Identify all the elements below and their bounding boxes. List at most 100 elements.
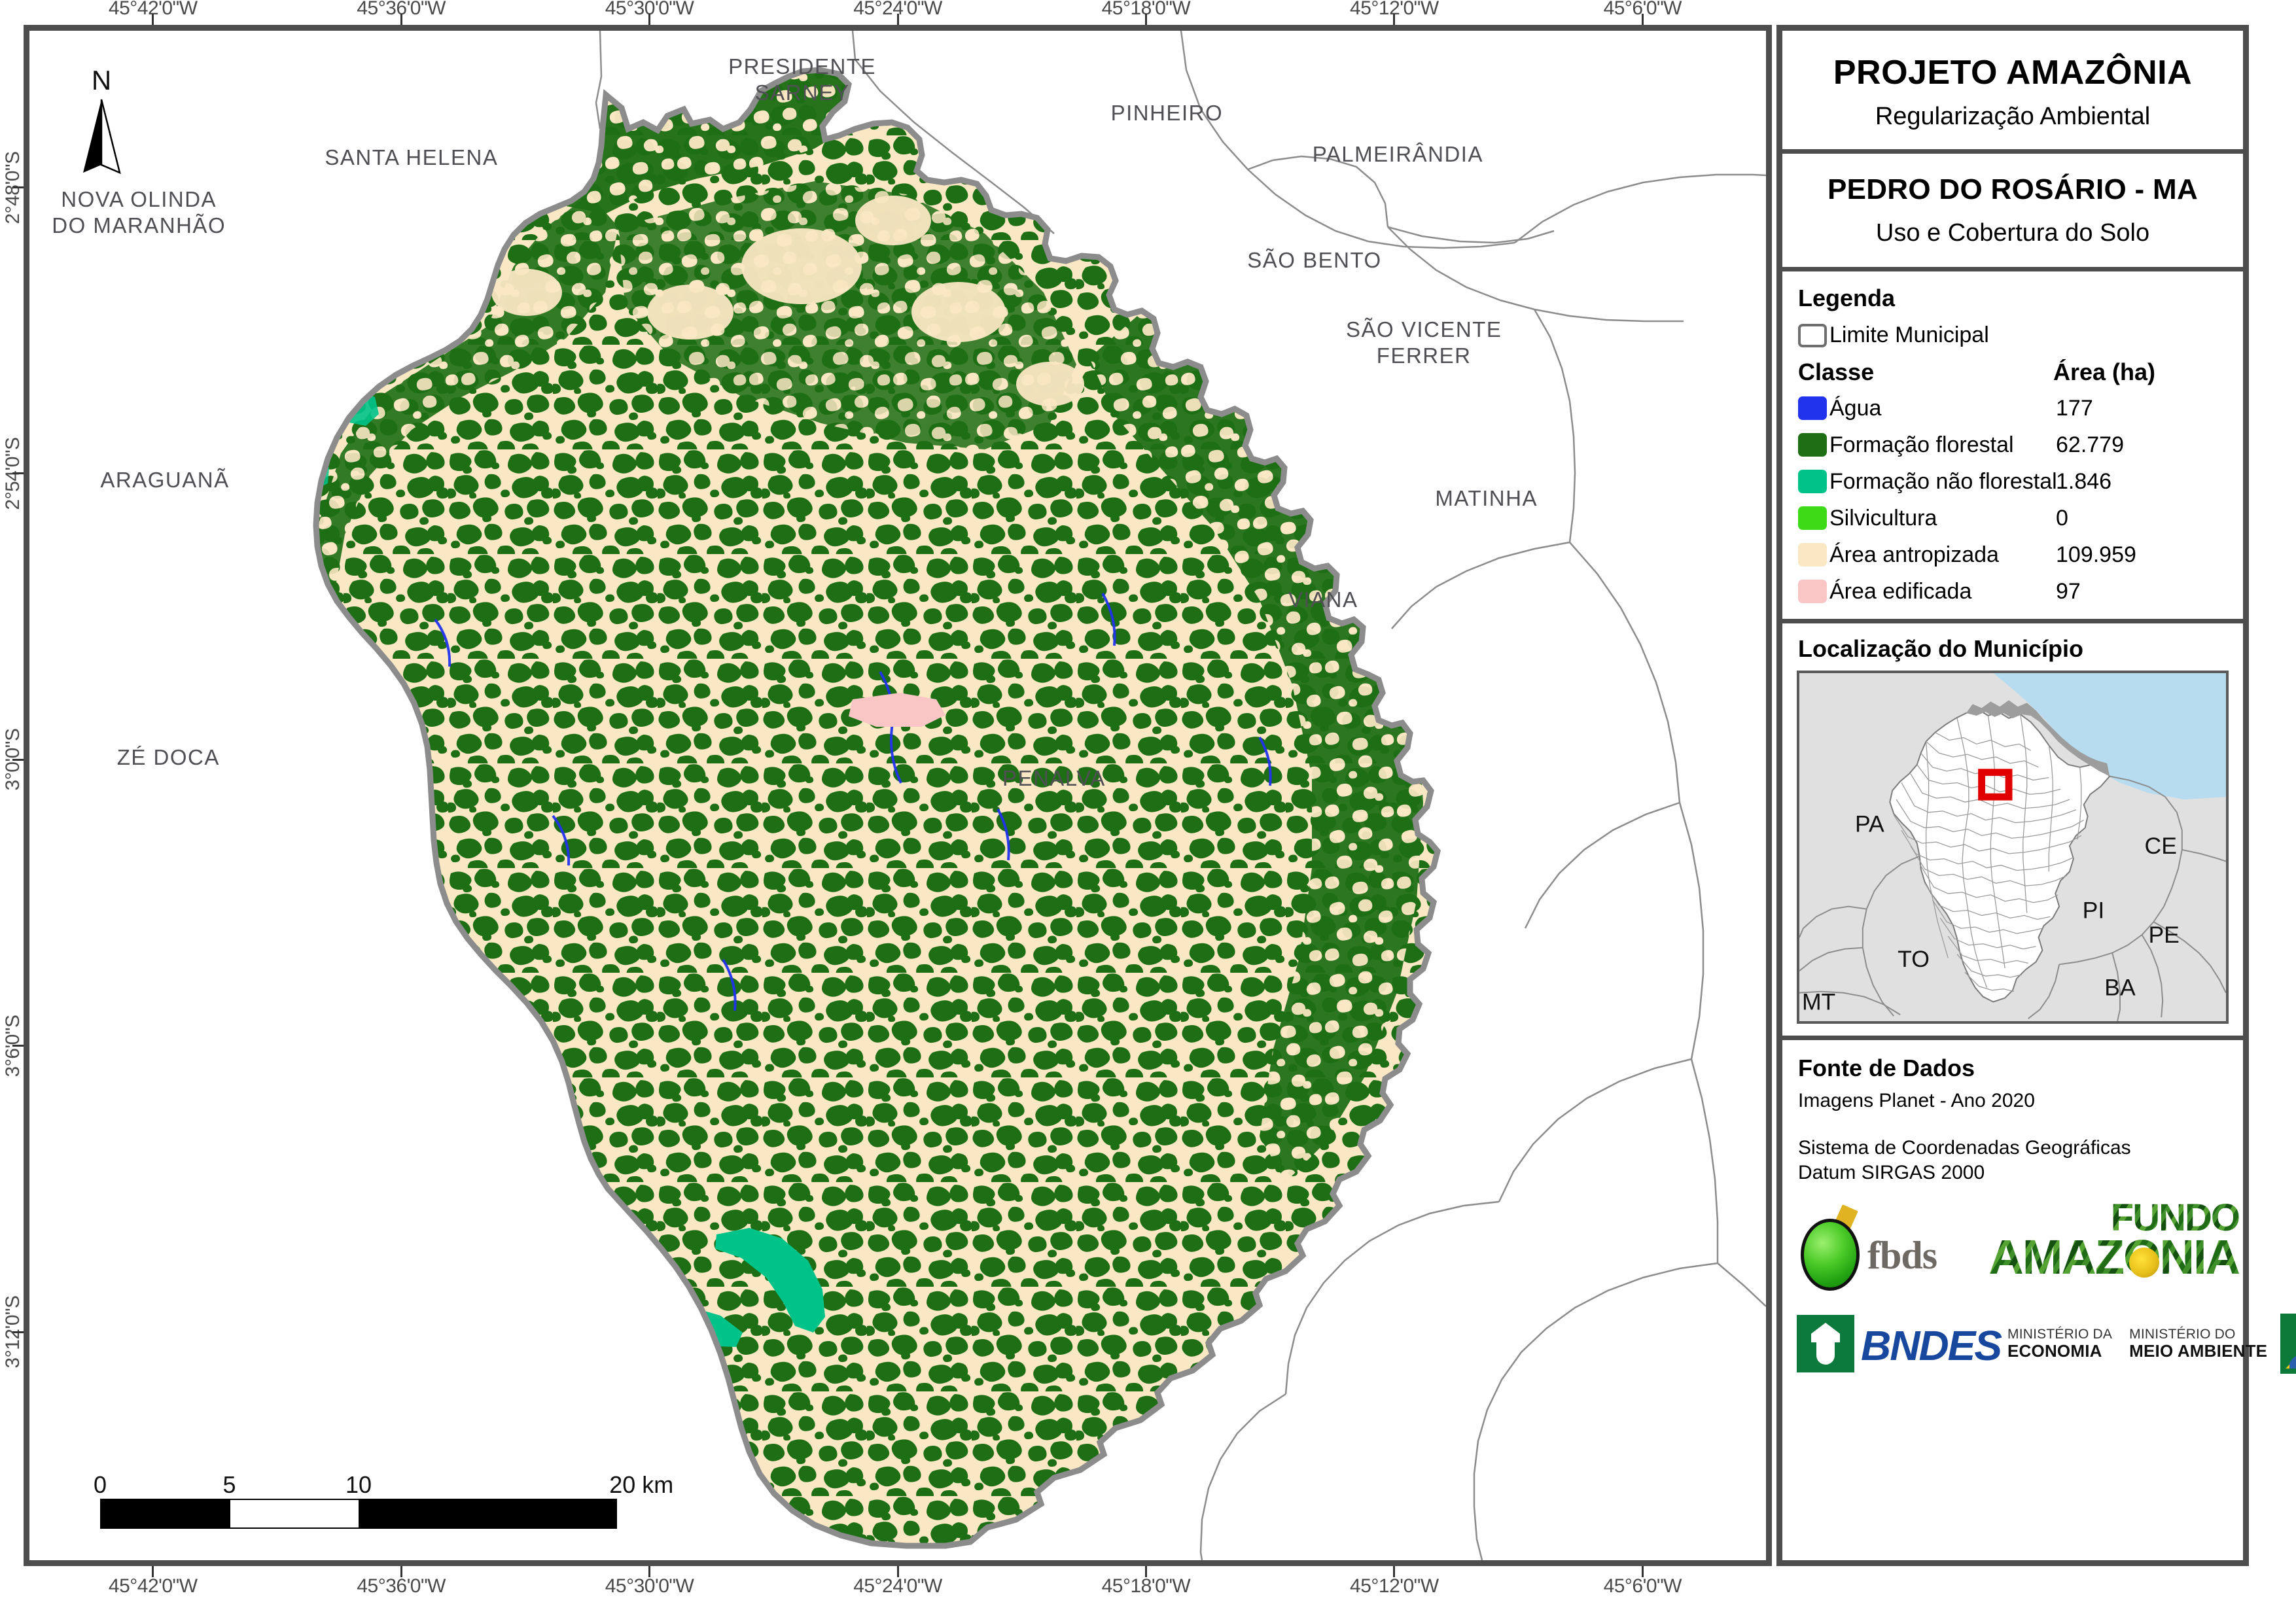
- map-canvas[interactable]: [29, 31, 1766, 1560]
- map-municipality-label: PRESIDENTE SARNEY: [728, 54, 876, 105]
- ministerio-economia-line2: ECONOMIA: [2007, 1341, 2102, 1361]
- graticule-tick: [152, 14, 154, 25]
- longitude-label: 45°30'0"W: [605, 0, 694, 19]
- fbds-wordmark: fbds: [1867, 1234, 1937, 1277]
- north-arrow-glyph: [83, 99, 121, 175]
- fundo-amazonia-flower-icon: [2129, 1248, 2159, 1278]
- map-municipality-label: SÃO BENTO: [1247, 247, 1382, 272]
- municipal-boundary: [313, 67, 1441, 1549]
- graticule-tick: [896, 14, 899, 25]
- graticule-tick: [152, 1566, 154, 1577]
- locator-state-MT: MT: [1802, 988, 1835, 1015]
- legend-title: Legenda: [1798, 285, 1896, 311]
- patria-amada-brasil-logo: PÁTRIA AMADA BRASIL GOVERNO FEDERAL: [2280, 1311, 2296, 1376]
- legend-class-label: Formação não florestal: [1829, 468, 2057, 494]
- legend-row: Água 177: [1798, 391, 2229, 425]
- legend-swatch: [1798, 506, 1827, 530]
- graticule-tick: [1641, 14, 1644, 25]
- legend-area-value: 0: [2056, 505, 2068, 531]
- limite-municipal-swatch: [1798, 323, 1827, 347]
- longitude-label: 45°24'0"W: [853, 1575, 942, 1597]
- longitude-label: 45°12'0"W: [1350, 0, 1439, 19]
- graticule-tick: [400, 14, 402, 25]
- source-title: Fonte de Dados: [1798, 1055, 1975, 1081]
- map-municipality-label: VIANA: [1288, 587, 1358, 612]
- graticule-tick: [12, 186, 24, 189]
- scale-bar-blocks: [100, 1499, 617, 1529]
- logo-block: fbds FUNDO AMAZONIA BNDES MINISTÉRIO DA …: [1782, 1193, 2296, 1396]
- map-municipality-label: PALMEIRÂNDIA: [1312, 142, 1483, 167]
- graticule-tick: [1144, 1566, 1147, 1577]
- legend-row: Formação não florestal 1.846: [1798, 464, 2229, 498]
- locator-map-svg: PA CE PI PE BA TO MT: [1799, 673, 2226, 1021]
- scale-tick-label: 0: [93, 1471, 107, 1498]
- legend-row: Formação florestal 62.779: [1798, 428, 2229, 462]
- bndes-wordmark: BNDES: [1861, 1322, 2002, 1369]
- map-municipality-label: NOVA OLINDA DO MARANHÃO: [52, 186, 226, 238]
- latitude-label: 3°12'0"S: [2, 1295, 24, 1369]
- graticule-tick: [12, 1331, 24, 1333]
- neighbor-boundaries: [595, 31, 1766, 1560]
- legend-area-value: 97: [2056, 578, 2081, 604]
- scale-bar: 0 5 10 20 km: [94, 1470, 673, 1529]
- fundo-amazonia-logo: FUNDO AMAZONIA: [1964, 1196, 2240, 1291]
- legend-swatch: [1798, 543, 1827, 567]
- legend-swatch: [1798, 470, 1827, 493]
- latitude-label: 2°48'0"S: [2, 150, 24, 224]
- legend-swatch: [1798, 396, 1827, 420]
- north-arrow: N: [75, 67, 128, 178]
- graticule-tick: [1641, 1566, 1644, 1577]
- graticule-tick: [896, 1566, 899, 1577]
- scale-tick-label: 10: [345, 1471, 372, 1498]
- fbds-logo: fbds: [1797, 1199, 1954, 1291]
- side-panel: PROJETO AMAZÔNIA Regularização Ambiental…: [1776, 25, 2296, 1566]
- legend-rows: Água 177 Formação florestal 62.779 Formação …: [1797, 391, 2229, 608]
- source-block: Fonte de Dados Imagens Planet - Ano 2020…: [1782, 1040, 2243, 1193]
- graticule-tick: [648, 14, 651, 25]
- ministerio-economia-logo: MINISTÉRIO DA ECONOMIA: [2007, 1327, 2112, 1361]
- longitude-label: 45°6'0"W: [1603, 1575, 1682, 1597]
- logo-row-primary: fbds FUNDO AMAZONIA: [1797, 1196, 2240, 1294]
- longitude-label: 45°42'0"W: [108, 1575, 198, 1597]
- legend-header-area: Área (ha): [2053, 358, 2156, 385]
- legend-row: Área antropizada 109.959: [1798, 538, 2229, 572]
- map-municipality-label: PENALVA: [1002, 766, 1106, 791]
- locator-state-TO: TO: [1898, 946, 1930, 972]
- longitude-label: 45°18'0"W: [1101, 0, 1191, 19]
- latitude-label: 2°54'0"S: [2, 437, 24, 510]
- locator-map[interactable]: PA CE PI PE BA TO MT: [1797, 671, 2229, 1024]
- legend-area-value: 62.779: [2056, 432, 2124, 457]
- locator-title: Localização do Município: [1798, 635, 2084, 662]
- locator-state-PI: PI: [2083, 897, 2105, 923]
- longitude-label: 45°18'0"W: [1101, 1575, 1191, 1597]
- map-municipality-label: ZÉ DOCA: [116, 744, 220, 769]
- longitude-label: 45°36'0"W: [357, 0, 446, 19]
- legend-swatch: [1798, 433, 1827, 457]
- longitude-label: 45°6'0"W: [1603, 0, 1682, 19]
- municipality-block: PEDRO DO ROSÁRIO - MA Uso e Cobertura do…: [1782, 154, 2243, 271]
- legend-row: Área edificada 97: [1798, 574, 2229, 608]
- map-svg: [313, 31, 1766, 1560]
- graticule-tick: [12, 1045, 24, 1047]
- legend-class-label: Silvicultura: [1829, 505, 1937, 531]
- longitude-label: 45°12'0"W: [1350, 1575, 1439, 1597]
- title-block: PROJETO AMAZÔNIA Regularização Ambiental: [1782, 31, 2243, 154]
- map-frame[interactable]: N PRESIDENTE SARNEY PINHEIRO SANTA HELENA P…: [24, 25, 1772, 1566]
- fundo-amazonia-line1: FUNDO: [2110, 1196, 2240, 1239]
- legend-header-row: Classe Área (ha): [1798, 358, 2229, 386]
- bndes-mark-icon: [1797, 1315, 1854, 1372]
- legend-row-limite-municipal: Limite Municipal: [1798, 323, 2229, 348]
- bndes-logo: BNDES: [1797, 1312, 2002, 1375]
- graticule-tick: [1393, 14, 1396, 25]
- latitude-label: 3°6'0"S: [2, 1015, 24, 1077]
- scale-end-label: 20 km: [609, 1471, 674, 1498]
- source-line-crs: Sistema de Coordenadas Geográficas: [1798, 1137, 2131, 1159]
- legend-class-label: Formação florestal: [1829, 432, 2014, 457]
- brasil-flag-icon: [2280, 1313, 2296, 1374]
- legend-row: Silvicultura 0: [1798, 501, 2229, 535]
- graticule-tick: [1144, 14, 1147, 25]
- ministry-logos: MINISTÉRIO DA ECONOMIA MINISTÉRIO DO MEI…: [2007, 1327, 2267, 1361]
- project-title: PROJETO AMAZÔNIA: [1833, 54, 2193, 92]
- logo-row-secondary: BNDES MINISTÉRIO DA ECONOMIA MINISTÉRIO …: [1797, 1304, 2296, 1383]
- legend-swatch: [1798, 580, 1827, 603]
